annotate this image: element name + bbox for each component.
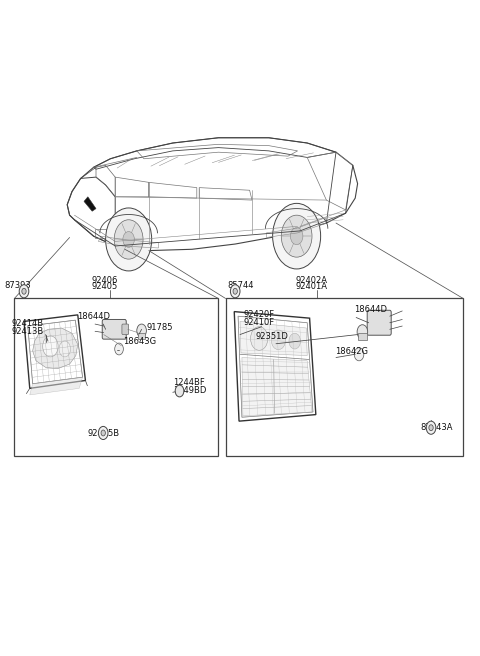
Text: 18642G: 18642G [335,346,368,356]
Polygon shape [242,358,312,416]
Circle shape [22,288,26,294]
Bar [226,298,463,456]
Circle shape [115,343,123,355]
Circle shape [123,232,134,247]
Text: 92455B: 92455B [87,428,120,438]
Text: 92402A: 92402A [296,276,328,285]
Circle shape [290,228,303,245]
Text: 92413B: 92413B [12,327,44,336]
Circle shape [281,215,312,257]
Text: 1249BD: 1249BD [173,386,206,395]
Bar [95,229,114,238]
Circle shape [106,208,152,271]
Circle shape [271,330,286,350]
Circle shape [19,285,29,298]
Text: 87393: 87393 [5,281,32,290]
Circle shape [289,333,300,349]
Text: 92410F: 92410F [243,318,275,327]
Text: 18643G: 18643G [123,337,156,346]
Circle shape [137,324,146,337]
Polygon shape [240,321,307,356]
Circle shape [426,421,436,434]
Circle shape [175,385,184,397]
Polygon shape [33,328,78,369]
Polygon shape [84,197,96,211]
Circle shape [59,341,71,357]
Circle shape [98,426,108,440]
Text: 92414B: 92414B [12,319,44,328]
Text: 92351D: 92351D [256,332,288,341]
Circle shape [273,203,321,269]
FancyBboxPatch shape [367,310,391,335]
Text: 18644D: 18644D [354,304,387,314]
Text: 92406: 92406 [91,276,118,285]
Circle shape [357,325,368,339]
FancyBboxPatch shape [102,319,126,339]
Circle shape [429,425,433,431]
Bar [138,333,145,339]
Text: 91785: 91785 [146,323,173,332]
Bar [358,333,367,340]
Bar [14,298,218,456]
FancyBboxPatch shape [122,324,129,335]
Text: 92420F: 92420F [243,310,275,319]
Circle shape [101,430,106,436]
Circle shape [43,336,58,357]
Circle shape [230,285,240,298]
Text: 87343A: 87343A [420,422,453,432]
Circle shape [354,348,364,361]
Circle shape [114,220,143,259]
Text: 1244BF: 1244BF [173,378,204,387]
Text: 85744: 85744 [228,281,254,290]
Circle shape [251,327,268,350]
Text: 92405: 92405 [91,282,118,291]
Text: 18644D: 18644D [77,312,110,321]
Polygon shape [30,377,83,395]
Text: 92401A: 92401A [296,282,328,291]
Circle shape [233,288,237,294]
